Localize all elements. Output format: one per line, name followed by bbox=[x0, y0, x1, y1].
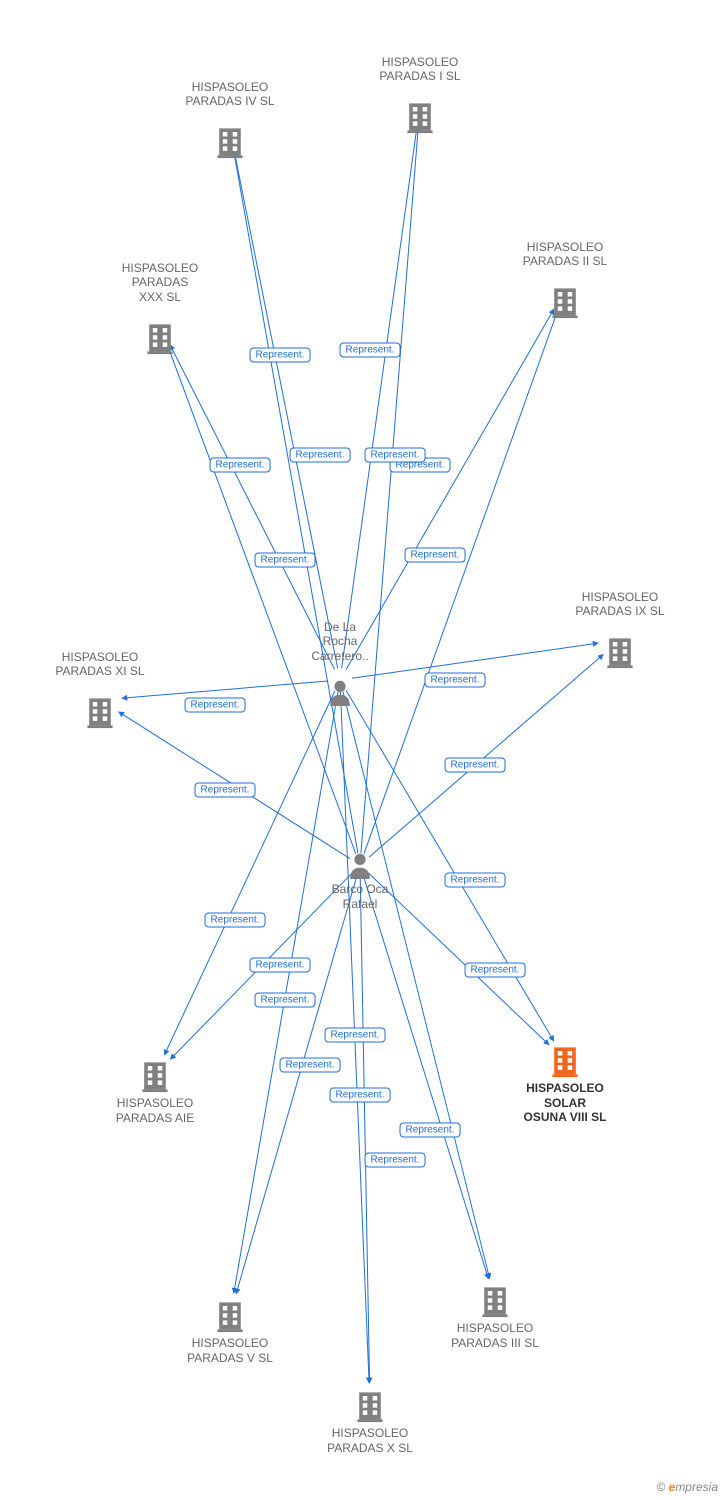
edge-label: Represent. bbox=[255, 553, 316, 568]
company-node[interactable]: HISPASOLEO PARADAS III SL bbox=[435, 1282, 555, 1350]
edge-label: Represent. bbox=[290, 448, 351, 463]
edge-label: Represent. bbox=[250, 348, 311, 363]
company-label: HISPASOLEO PARADAS IX SL bbox=[560, 590, 680, 619]
edge-label: Represent. bbox=[325, 1028, 386, 1043]
edge-line bbox=[346, 309, 554, 670]
person-label: De La Rocha Carretero.. bbox=[290, 620, 390, 663]
company-label: HISPASOLEO PARADAS X SL bbox=[310, 1426, 430, 1455]
edge-line bbox=[168, 346, 356, 854]
company-node[interactable]: HISPASOLEO SOLAR OSUNA VIII SL bbox=[505, 1042, 625, 1125]
company-node[interactable]: HISPASOLEO PARADAS X SL bbox=[310, 1387, 430, 1455]
company-label: HISPASOLEO PARADAS IV SL bbox=[170, 80, 290, 109]
edge-label: Represent. bbox=[210, 458, 271, 473]
company-label: HISPASOLEO SOLAR OSUNA VIII SL bbox=[505, 1081, 625, 1124]
company-label: HISPASOLEO PARADAS II SL bbox=[505, 240, 625, 269]
building-icon bbox=[82, 693, 118, 729]
copyright-symbol: © bbox=[656, 1480, 665, 1494]
person-icon bbox=[326, 678, 354, 706]
person-icon bbox=[346, 851, 374, 879]
edge-line bbox=[360, 877, 369, 1383]
building-icon bbox=[352, 1387, 388, 1423]
company-node[interactable]: HISPASOLEO PARADAS XXX SL bbox=[100, 261, 220, 358]
edge-label: Represent. bbox=[340, 343, 401, 358]
building-icon bbox=[547, 1042, 583, 1078]
building-icon bbox=[212, 1297, 248, 1333]
edge-label: Represent. bbox=[330, 1088, 391, 1103]
person-label: Barco Oca Rafael bbox=[310, 882, 410, 911]
company-label: HISPASOLEO PARADAS I SL bbox=[360, 55, 480, 84]
building-icon bbox=[402, 98, 438, 134]
edge-line bbox=[234, 152, 337, 669]
edge-label: Represent. bbox=[405, 548, 466, 563]
person-node[interactable]: Barco Oca Rafael bbox=[310, 851, 410, 911]
building-icon bbox=[477, 1282, 513, 1318]
building-icon bbox=[137, 1057, 173, 1093]
company-node[interactable]: HISPASOLEO PARADAS XI SL bbox=[40, 650, 160, 733]
edge-line bbox=[236, 877, 357, 1294]
edge-label: Represent. bbox=[280, 1058, 341, 1073]
edge-label: Represent. bbox=[185, 698, 246, 713]
edge-label: Represent. bbox=[195, 783, 256, 798]
building-icon bbox=[212, 123, 248, 159]
company-label: HISPASOLEO PARADAS V SL bbox=[170, 1336, 290, 1365]
company-label: HISPASOLEO PARADAS XXX SL bbox=[100, 261, 220, 304]
edge-label: Represent. bbox=[445, 758, 506, 773]
company-node[interactable]: HISPASOLEO PARADAS I SL bbox=[360, 55, 480, 138]
edge-label: Represent. bbox=[465, 963, 526, 978]
company-node[interactable]: HISPASOLEO PARADAS V SL bbox=[170, 1297, 290, 1365]
company-node[interactable]: HISPASOLEO PARADAS II SL bbox=[505, 240, 625, 323]
copyright: © empresia bbox=[656, 1480, 718, 1494]
building-icon bbox=[142, 319, 178, 355]
edge-label: Represent. bbox=[255, 993, 316, 1008]
edge-label: Represent. bbox=[445, 873, 506, 888]
network-canvas bbox=[0, 0, 728, 1500]
edge-label: Represent. bbox=[250, 958, 311, 973]
edge-label: Represent. bbox=[205, 913, 266, 928]
building-icon bbox=[602, 633, 638, 669]
edge-line bbox=[342, 127, 417, 668]
edge-line bbox=[364, 876, 489, 1279]
company-node[interactable]: HISPASOLEO PARADAS IV SL bbox=[170, 80, 290, 163]
edge-label: Represent. bbox=[400, 1123, 461, 1138]
edge-line bbox=[234, 152, 358, 854]
edge-line bbox=[369, 654, 603, 857]
company-label: HISPASOLEO PARADAS AIE bbox=[95, 1096, 215, 1125]
company-node[interactable]: HISPASOLEO PARADAS IX SL bbox=[560, 590, 680, 673]
brand-rest: mpresia bbox=[675, 1480, 718, 1494]
company-label: HISPASOLEO PARADAS XI SL bbox=[40, 650, 160, 679]
company-label: HISPASOLEO PARADAS III SL bbox=[435, 1321, 555, 1350]
edge-line bbox=[343, 692, 490, 1279]
edge-label: Represent. bbox=[365, 448, 426, 463]
edge-line bbox=[361, 127, 418, 853]
person-node[interactable]: De La Rocha Carretero.. bbox=[290, 620, 390, 709]
edge-label: Represent. bbox=[425, 673, 486, 688]
edge-label: Represent. bbox=[365, 1153, 426, 1168]
company-node[interactable]: HISPASOLEO PARADAS AIE bbox=[95, 1057, 215, 1125]
building-icon bbox=[547, 283, 583, 319]
